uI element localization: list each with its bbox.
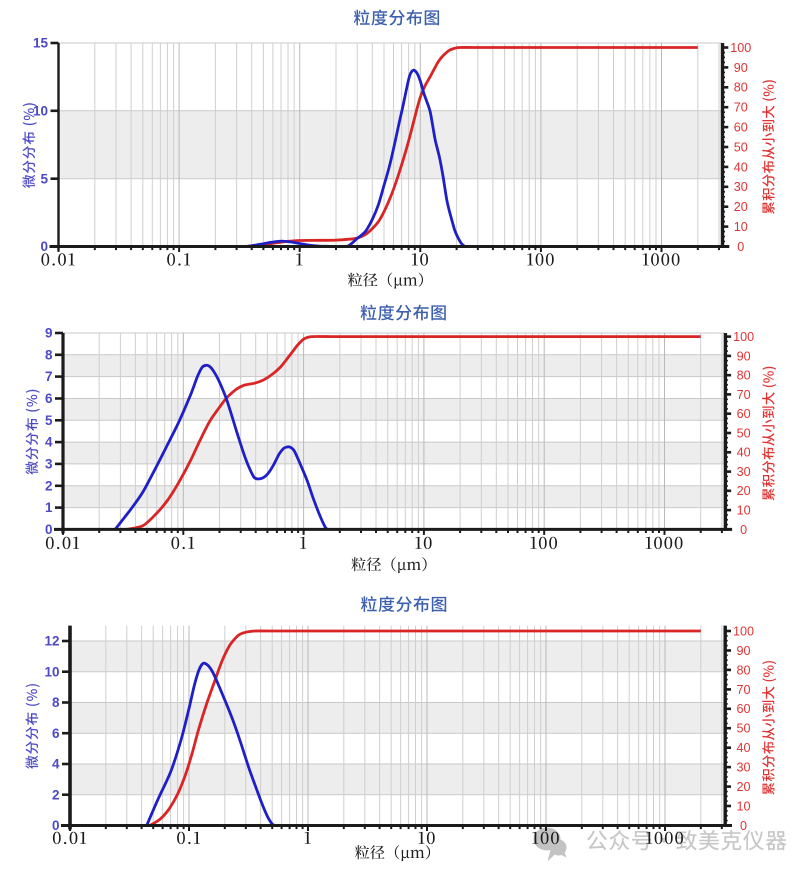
svg-text:10: 10	[736, 799, 750, 813]
svg-text:0: 0	[740, 819, 747, 833]
svg-text:50: 50	[736, 722, 750, 736]
svg-text:20: 20	[736, 780, 750, 794]
svg-text:0: 0	[740, 523, 747, 537]
svg-text:0: 0	[737, 240, 744, 254]
svg-text:80: 80	[737, 369, 751, 383]
svg-text:1: 1	[45, 500, 53, 515]
svg-text:60: 60	[736, 702, 750, 716]
svg-text:8: 8	[52, 695, 60, 710]
svg-text:8: 8	[45, 347, 53, 362]
svg-text:20: 20	[734, 200, 748, 214]
svg-text:4: 4	[45, 435, 53, 450]
svg-text:50: 50	[734, 140, 748, 154]
svg-text:12: 12	[44, 634, 59, 649]
svg-text:60: 60	[737, 407, 751, 421]
svg-text:2: 2	[45, 478, 53, 493]
svg-text:10: 10	[734, 220, 748, 234]
svg-text:9: 9	[45, 326, 53, 341]
svg-text:20: 20	[737, 484, 751, 498]
svg-text:90: 90	[736, 644, 750, 658]
svg-text:70: 70	[737, 388, 751, 402]
svg-text:40: 40	[736, 741, 750, 755]
svg-text:30: 30	[737, 465, 751, 479]
svg-text:30: 30	[736, 761, 750, 775]
svg-text:100: 100	[733, 624, 754, 638]
svg-text:6: 6	[52, 726, 60, 741]
svg-text:70: 70	[736, 683, 750, 697]
svg-text:100: 100	[733, 330, 754, 344]
svg-text:0: 0	[40, 239, 48, 254]
svg-text:10: 10	[33, 103, 48, 118]
svg-text:4: 4	[52, 757, 60, 772]
svg-text:0: 0	[52, 818, 60, 833]
svg-text:80: 80	[734, 81, 748, 95]
svg-text:6: 6	[45, 391, 53, 406]
svg-text:5: 5	[40, 171, 48, 186]
svg-text:60: 60	[734, 121, 748, 135]
svg-text:100: 100	[730, 41, 751, 55]
svg-text:80: 80	[736, 663, 750, 677]
svg-text:40: 40	[734, 160, 748, 174]
svg-text:90: 90	[734, 61, 748, 75]
svg-text:50: 50	[737, 426, 751, 440]
svg-text:7: 7	[45, 369, 53, 384]
svg-text:10: 10	[737, 504, 751, 518]
svg-text:70: 70	[734, 101, 748, 115]
svg-text:30: 30	[734, 180, 748, 194]
svg-text:3: 3	[45, 457, 53, 472]
svg-text:5: 5	[45, 413, 53, 428]
svg-text:2: 2	[52, 787, 60, 802]
svg-text:40: 40	[737, 446, 751, 460]
svg-text:10: 10	[44, 664, 59, 679]
svg-text:15: 15	[33, 36, 49, 51]
svg-text:0: 0	[45, 522, 53, 537]
svg-text:90: 90	[737, 349, 751, 363]
